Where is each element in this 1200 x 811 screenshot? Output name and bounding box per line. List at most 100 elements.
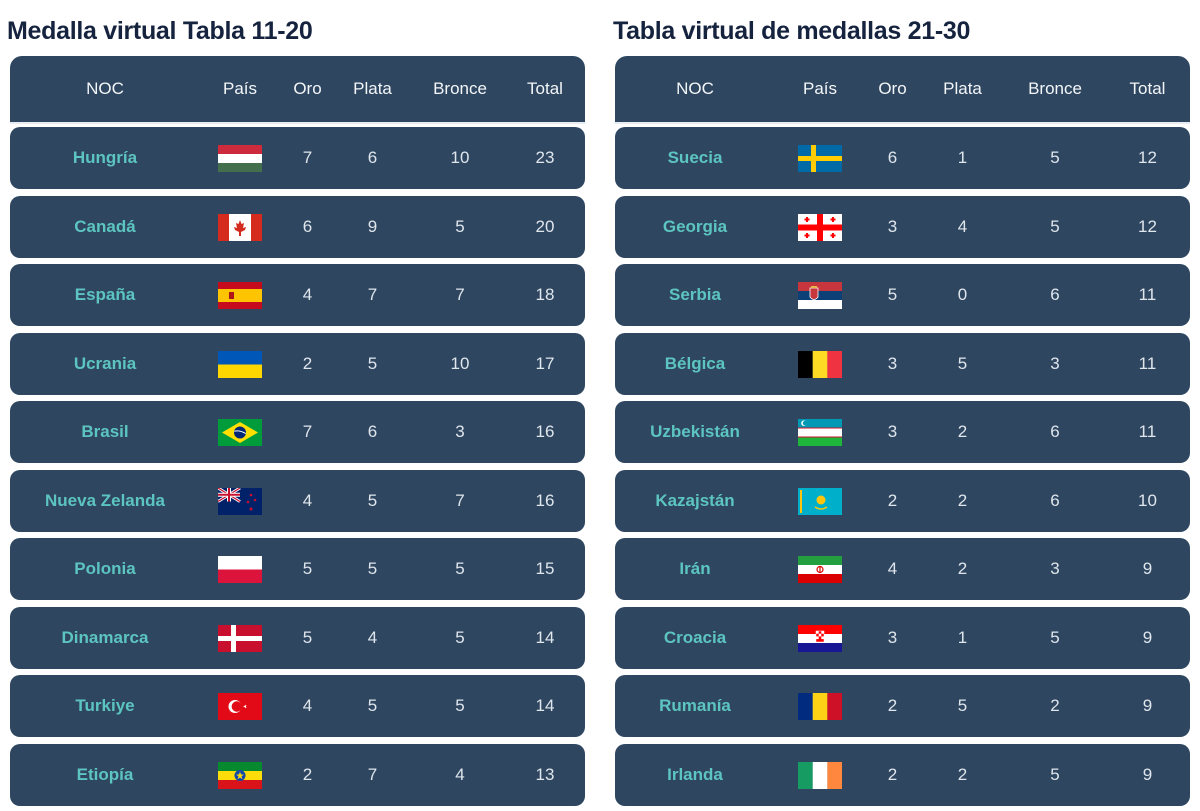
gold-count: 5 (302, 559, 313, 578)
gold-count: 5 (887, 285, 898, 304)
canada-flag (215, 196, 265, 258)
denmark-flag (215, 607, 265, 669)
table-row: Irlanda 2 2 5 9 (615, 744, 1190, 806)
table-title: Medalla virtual Tabla 11-20 (7, 17, 313, 45)
total-count: 9 (1142, 696, 1153, 715)
bronze-count: 5 (455, 559, 465, 578)
silver-count: 6 (367, 422, 378, 441)
total-count: 13 (535, 765, 555, 784)
bronze-count: 5 (1050, 628, 1060, 647)
new-zealand-flag (215, 470, 265, 532)
bronze-count: 3 (1050, 354, 1060, 373)
gold-count: 4 (302, 285, 313, 304)
gold-count: 6 (302, 217, 313, 236)
country-name: Georgia (662, 217, 728, 236)
georgia-flag (795, 196, 845, 258)
bronze-count: 5 (455, 696, 465, 715)
country-name: Kazajstán (655, 491, 735, 510)
gold-count: 3 (887, 422, 898, 441)
table-row: Polonia 5 5 5 15 (10, 538, 585, 600)
bronze-count: 3 (1050, 559, 1060, 578)
header-plata: Plata (943, 79, 982, 98)
table-row: Serbia 5 0 6 11 (615, 264, 1190, 326)
table-row: Suecia 6 1 5 12 (615, 127, 1190, 189)
bronze-count: 2 (1050, 696, 1060, 715)
total-count: 16 (535, 491, 555, 510)
country-name: Croacia (663, 628, 727, 647)
header-bronce: Bronce (433, 79, 487, 98)
total-count: 11 (1138, 422, 1157, 441)
silver-count: 7 (367, 285, 378, 304)
table-row: Georgia 3 4 5 12 (615, 196, 1190, 258)
table-row: Hungría 7 6 10 23 (10, 127, 585, 189)
total-count: 12 (1138, 217, 1157, 236)
silver-count: 2 (957, 422, 968, 441)
header-oro: Oro (878, 79, 907, 98)
table-header: NOC País Oro Plata Bronce Total (10, 56, 585, 124)
silver-count: 5 (367, 491, 378, 510)
bronze-count: 7 (455, 491, 465, 510)
gold-count: 4 (887, 559, 898, 578)
bronze-count: 5 (1050, 148, 1060, 167)
gold-count: 7 (302, 148, 313, 167)
bronze-count: 6 (1050, 491, 1060, 510)
bronze-count: 5 (1050, 217, 1060, 236)
bronze-count: 10 (450, 354, 470, 373)
spain-flag (215, 264, 265, 326)
table-row: Kazajstán 2 2 6 10 (615, 470, 1190, 532)
country-name: Uzbekistán (650, 422, 740, 441)
romania-flag (795, 675, 845, 737)
serbia-flag (795, 264, 845, 326)
country-name: Rumanía (659, 696, 731, 715)
total-count: 23 (535, 148, 555, 167)
silver-count: 2 (957, 491, 968, 510)
country-name: España (74, 285, 136, 304)
table-row: Croacia 3 1 5 9 (615, 607, 1190, 669)
table-row: Uzbekistán 3 2 6 11 (615, 401, 1190, 463)
gold-count: 2 (887, 491, 898, 510)
total-count: 16 (535, 422, 555, 441)
gold-count: 5 (302, 628, 313, 647)
ireland-flag (795, 744, 845, 806)
silver-count: 0 (957, 285, 968, 304)
bronze-count: 3 (455, 422, 465, 441)
country-name: Serbia (669, 285, 721, 304)
total-count: 9 (1142, 628, 1153, 647)
table-row: Turkiye 4 5 5 14 (10, 675, 585, 737)
turkey-flag (215, 675, 265, 737)
silver-count: 2 (957, 559, 968, 578)
silver-count: 9 (367, 217, 378, 236)
belgium-flag (795, 333, 845, 395)
silver-count: 5 (367, 559, 378, 578)
gold-count: 4 (302, 696, 313, 715)
silver-count: 6 (367, 148, 378, 167)
gold-count: 6 (887, 148, 898, 167)
bronze-count: 5 (1050, 765, 1060, 784)
header-noc: NOC (676, 79, 714, 98)
header-total: Total (527, 79, 563, 98)
silver-count: 5 (957, 696, 968, 715)
header-noc: NOC (86, 79, 124, 98)
country-name: Etiopía (76, 765, 134, 784)
table-row: España 4 7 7 18 (10, 264, 585, 326)
gold-count: 2 (302, 765, 313, 784)
iran-flag (795, 538, 845, 600)
country-name: Polonia (74, 559, 136, 578)
country-name: Irán (679, 559, 711, 578)
sweden-flag (795, 127, 845, 189)
gold-count: 3 (887, 217, 898, 236)
uzbekistan-flag (795, 401, 845, 463)
ukraine-flag (215, 333, 265, 395)
gold-count: 3 (887, 354, 898, 373)
total-count: 20 (535, 217, 555, 236)
bronze-count: 5 (455, 217, 465, 236)
total-count: 10 (1138, 491, 1157, 510)
total-count: 14 (535, 628, 555, 647)
ethiopia-flag (215, 744, 265, 806)
total-count: 9 (1142, 765, 1153, 784)
silver-count: 5 (367, 696, 378, 715)
table-header: NOC País Oro Plata Bronce Total (615, 56, 1190, 124)
poland-flag (215, 538, 265, 600)
bronze-count: 6 (1050, 285, 1060, 304)
table-row: Irán 4 2 3 9 (615, 538, 1190, 600)
